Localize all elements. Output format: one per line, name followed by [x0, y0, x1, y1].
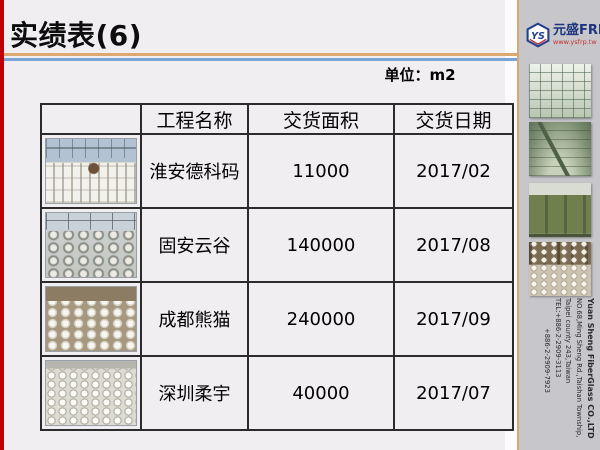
page-title: 实绩表(6) — [10, 19, 143, 52]
svg-text:YS: YS — [531, 31, 545, 42]
project-name-cell: 淮安德科码 — [140, 133, 249, 209]
table-row: 深圳柔宇 40000 2017/07 — [40, 355, 514, 431]
header-project: 工程名称 — [140, 103, 249, 135]
left-accent-bar — [0, 0, 4, 450]
brand-website: www.ysfrp.tw — [553, 38, 597, 47]
project-photo-pipe-field — [45, 212, 137, 278]
project-photo-cylinder-rows — [45, 286, 137, 352]
delivery-area-cell: 240000 — [247, 281, 395, 357]
header-area: 交货面积 — [247, 103, 395, 135]
delivery-date-cell: 2017/08 — [393, 207, 514, 283]
company-phone-line: +886-2-2909-7923 — [543, 328, 552, 393]
sidebar-photo-warehouse — [529, 242, 591, 296]
brand-sidebar: YS 元盛FRP www.ysfrp.tw Yuan Sheng FiberGl… — [517, 0, 600, 450]
project-name-cell: 成都熊猫 — [140, 281, 249, 357]
company-address-line: NO.68,Ming Sheng Rd.,Taishan Township, — [575, 298, 583, 438]
delivery-date-cell: 2017/02 — [393, 133, 514, 209]
title-underline-orange — [4, 53, 517, 56]
table-header-row: 工程名称 交货面积 交货日期 — [40, 103, 514, 135]
table-row: 成都熊猫 240000 2017/09 — [40, 281, 514, 357]
sidebar-photo-tank — [529, 122, 591, 176]
project-name-cell: 深圳柔宇 — [140, 355, 249, 431]
company-address-line: Taipei county 243,Taiwan — [564, 298, 573, 384]
company-address-rotated: Yuan Sheng FiberGlass CO.,LTD NO.68,Ming… — [521, 298, 596, 440]
table-row: 固安云谷 140000 2017/08 — [40, 207, 514, 283]
title-underline-blue — [4, 58, 517, 61]
project-photo-indoor-cylinders — [45, 360, 137, 426]
company-name: Yuan Sheng FiberGlass CO.,LTD — [586, 298, 595, 439]
header-photo — [40, 103, 142, 135]
table-row: 淮安德科码 11000 2017/02 — [40, 133, 514, 209]
unit-label: 单位：m2 — [384, 66, 456, 84]
project-photo-construction-site — [45, 138, 137, 204]
sidebar-photo-green-tanks — [529, 183, 591, 237]
delivery-area-cell: 40000 — [247, 355, 395, 431]
project-name-cell: 固安云谷 — [140, 207, 249, 283]
delivery-date-cell: 2017/07 — [393, 355, 514, 431]
ys-hexagon-logo-icon: YS — [526, 22, 550, 48]
delivery-area-cell: 11000 — [247, 133, 395, 209]
sidebar-photo-ceiling — [529, 64, 591, 118]
company-logo: YS 元盛FRP www.ysfrp.tw — [525, 16, 600, 54]
header-date: 交货日期 — [393, 103, 514, 135]
delivery-area-cell: 140000 — [247, 207, 395, 283]
company-phone-line: TEL:+886-2-2909-3113 — [554, 298, 562, 378]
results-table: 工程名称 交货面积 交货日期 淮安德科码 11000 2017/02 固安云谷 … — [40, 103, 514, 431]
brand-name: 元盛FRP — [553, 23, 600, 39]
delivery-date-cell: 2017/09 — [393, 281, 514, 357]
